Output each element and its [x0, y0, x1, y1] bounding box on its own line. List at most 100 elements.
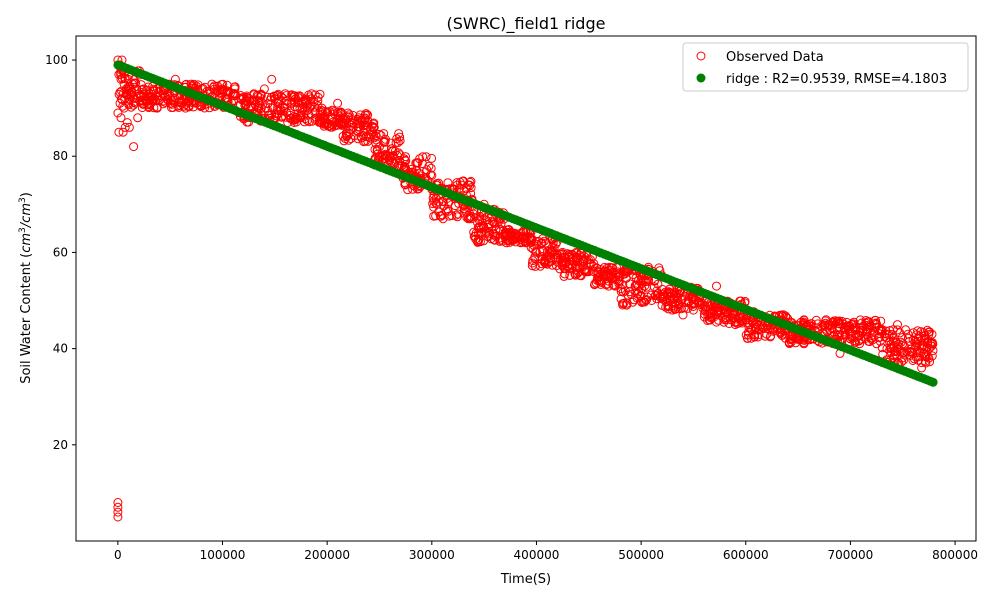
observed-point: [361, 109, 371, 119]
x-axis-label: Time(S): [500, 572, 551, 587]
observed-point: [530, 261, 540, 271]
observed-point: [500, 228, 510, 238]
observed-point: [898, 339, 908, 349]
observed-point: [113, 507, 123, 517]
observed-point: [552, 257, 562, 267]
plot-frame: [75, 35, 977, 542]
observed-point: [129, 142, 139, 152]
observed-point: [346, 125, 356, 135]
observed-point: [752, 320, 762, 330]
observed-point: [417, 159, 427, 169]
observed-point: [530, 252, 540, 262]
observed-point: [903, 333, 913, 343]
observed-point: [139, 90, 149, 100]
observed-point: [496, 219, 506, 229]
observed-point: [217, 80, 226, 89]
observed-point: [924, 353, 934, 363]
observed-point: [688, 305, 698, 315]
observed-point: [490, 219, 500, 229]
observed-point: [133, 113, 143, 123]
observed-point: [474, 223, 484, 233]
observed-point: [848, 320, 858, 330]
observed-point: [851, 329, 861, 339]
y-tick-label: 80: [53, 149, 68, 163]
observed-point: [762, 329, 772, 339]
observed-point: [114, 127, 124, 137]
observed-point: [357, 118, 367, 128]
observed-point: [400, 162, 409, 172]
observed-point: [866, 334, 876, 344]
observed-point: [259, 84, 269, 94]
observed-point: [641, 276, 651, 286]
observed-point: [390, 156, 400, 166]
observed-point: [712, 281, 721, 291]
y-tick-label: 20: [53, 438, 68, 452]
observed-point: [324, 121, 333, 131]
x-tick-label: 300000: [409, 548, 455, 562]
observed-point: [749, 332, 759, 342]
observed-point: [124, 122, 134, 132]
observed-point: [668, 305, 677, 315]
observed-point: [652, 286, 662, 296]
observed-point: [804, 320, 814, 330]
observed-point: [443, 178, 453, 188]
observed-point: [618, 300, 628, 310]
observed-point: [866, 321, 876, 331]
observed-point: [640, 281, 650, 291]
observed-point: [327, 113, 337, 123]
observed-point: [394, 129, 404, 139]
observed-point: [899, 355, 908, 365]
observed-point: [594, 276, 604, 286]
observed-point: [315, 89, 325, 99]
observed-point: [565, 270, 575, 280]
observed-point: [339, 113, 349, 123]
plot-data: [113, 55, 938, 522]
observed-point: [462, 213, 472, 223]
observed-point: [124, 86, 134, 96]
observed-point: [380, 153, 390, 163]
observed-point: [547, 245, 557, 255]
observed-point: [891, 338, 901, 348]
observed-point: [344, 129, 354, 139]
observed-point: [207, 79, 217, 89]
observed-point: [678, 294, 687, 304]
observed-point: [122, 118, 132, 128]
observed-point: [376, 152, 386, 162]
observed-point: [447, 211, 457, 221]
observed-point: [343, 112, 353, 122]
observed-point: [547, 243, 557, 253]
observed-point: [270, 94, 280, 103]
observed-point: [134, 89, 144, 99]
observed-point: [362, 110, 372, 120]
y-tick-label: 100: [45, 53, 68, 67]
observed-point: [138, 99, 148, 109]
observed-point: [665, 284, 674, 294]
observed-point: [395, 161, 405, 171]
observed-point: [474, 228, 483, 238]
observed-point: [436, 211, 446, 221]
observed-point: [484, 228, 494, 238]
observed-point: [511, 233, 520, 243]
observed-point: [466, 183, 476, 193]
observed-point: [619, 298, 629, 308]
observed-point: [889, 351, 899, 361]
observed-point: [600, 267, 609, 277]
observed-point: [120, 74, 130, 84]
x-tick-label: 0: [114, 548, 122, 562]
observed-point: [917, 363, 927, 373]
observed-point: [584, 255, 593, 265]
observed-point: [700, 306, 710, 316]
observed-point: [906, 347, 916, 357]
observed-point: [788, 334, 798, 344]
observed-point: [310, 90, 320, 100]
observed-point: [466, 214, 476, 224]
y-axis: 20 40 60 80 100: [45, 53, 76, 452]
observed-point: [856, 334, 866, 344]
observed-point: [275, 103, 285, 113]
x-tick-label: 200000: [304, 548, 350, 562]
observed-point: [573, 267, 583, 277]
legend-marker-ridge: [696, 73, 706, 83]
observed-point: [832, 317, 842, 327]
observed-point: [501, 234, 510, 244]
observed-point: [174, 97, 184, 107]
